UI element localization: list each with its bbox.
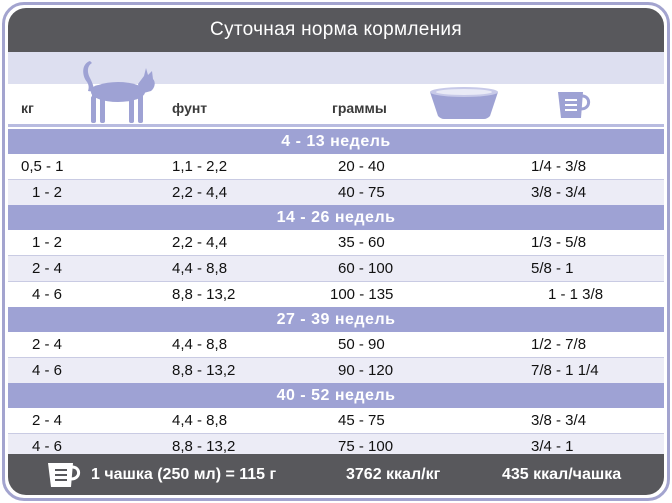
column-header-grams: граммы	[332, 100, 387, 116]
table-row: 4 - 6 8,8 - 13,2 100 - 135 1 - 1 3/8	[8, 282, 664, 307]
table-row: 0,5 - 1 1,1 - 2,2 20 - 40 1/4 - 3/8	[8, 154, 664, 179]
cell-grams: 35 - 60	[338, 234, 385, 251]
cell-cups: 1/4 - 3/8	[531, 158, 587, 175]
header-divider	[8, 124, 664, 127]
cell-cups: 1/3 - 5/8	[531, 234, 587, 251]
cell-cups: 5/8 - 1	[531, 260, 574, 277]
cell-grams: 50 - 90	[338, 336, 385, 353]
table-row: 1 - 2 2,2 - 4,4 35 - 60 1/3 - 5/8	[8, 230, 664, 255]
cell-lb: 8,8 - 13,2	[172, 438, 236, 455]
measuring-cup-icon	[48, 463, 81, 487]
column-header-kg: кг	[21, 100, 34, 116]
footer-cup-text: 1 чашка (250 мл) = 115 г	[91, 466, 277, 483]
cell-kg: 0,5 - 1	[21, 158, 64, 175]
row-divider	[8, 255, 664, 256]
cell-cups: 7/8 - 1 1/4	[531, 362, 599, 379]
footer-kcal-cup: 435 ккал/чашка	[502, 466, 622, 483]
cell-grams: 90 - 120	[338, 362, 394, 379]
cell-kg: 4 - 6	[32, 438, 63, 455]
cell-grams: 45 - 75	[338, 412, 385, 429]
section-header: 27 - 39 недель	[8, 307, 664, 332]
cell-grams: 60 - 100	[338, 260, 394, 277]
cell-kg: 2 - 4	[32, 260, 63, 277]
section-header: 4 - 13 недель	[8, 129, 664, 154]
cell-grams: 40 - 75	[338, 184, 385, 201]
cell-lb: 1,1 - 2,2	[172, 158, 228, 175]
section-header: 14 - 26 недель	[8, 205, 664, 230]
footer-kcal-kg: 3762 ккал/кг	[346, 466, 441, 483]
table-row: 2 - 4 4,4 - 8,8 60 - 100 5/8 - 1	[8, 256, 664, 281]
cell-cups: 1 - 1 3/8	[548, 286, 604, 303]
row-divider	[8, 433, 664, 434]
cell-lb: 2,2 - 4,4	[172, 184, 228, 201]
cell-kg: 4 - 6	[32, 286, 63, 303]
table-row: 1 - 2 2,2 - 4,4 40 - 75 3/8 - 3/4	[8, 180, 664, 205]
cell-lb: 4,4 - 8,8	[172, 260, 228, 277]
row-divider	[8, 357, 664, 358]
cell-lb: 2,2 - 4,4	[172, 234, 228, 251]
column-header-lb: фунт	[172, 100, 208, 116]
cell-cups: 3/8 - 3/4	[531, 184, 587, 201]
bowl-icon	[430, 87, 498, 119]
page-title: Суточная норма кормления	[8, 8, 664, 52]
cell-grams: 75 - 100	[338, 438, 394, 455]
footer-bar: 1 чашка (250 мл) = 115 г 3762 ккал/кг 43…	[8, 454, 664, 495]
cell-kg: 4 - 6	[32, 362, 63, 379]
table-row: 2 - 4 4,4 - 8,8 50 - 90 1/2 - 7/8	[8, 332, 664, 357]
section-header: 40 - 52 недель	[8, 383, 664, 408]
cell-grams: 20 - 40	[338, 158, 385, 175]
cell-kg: 2 - 4	[32, 412, 63, 429]
row-divider	[8, 281, 664, 282]
cell-cups: 3/8 - 3/4	[531, 412, 587, 429]
row-divider	[8, 179, 664, 180]
table-inner: Суточная норма кормления кг фунт граммы …	[8, 8, 664, 495]
cell-lb: 4,4 - 8,8	[172, 336, 228, 353]
cell-grams: 100 - 135	[330, 286, 394, 303]
cell-lb: 8,8 - 13,2	[172, 362, 236, 379]
cell-cups: 3/4 - 1	[531, 438, 574, 455]
header-band	[8, 52, 664, 84]
cell-kg: 2 - 4	[32, 336, 63, 353]
cell-lb: 4,4 - 8,8	[172, 412, 228, 429]
table-row: 2 - 4 4,4 - 8,8 45 - 75 3/8 - 3/4	[8, 408, 664, 433]
cat-silhouette-icon	[83, 61, 155, 123]
cell-kg: 1 - 2	[32, 184, 63, 201]
table-row: 4 - 6 8,8 - 13,2 90 - 120 7/8 - 1 1/4	[8, 358, 664, 383]
cell-kg: 1 - 2	[32, 234, 63, 251]
measuring-cup-icon	[558, 92, 591, 118]
cell-lb: 8,8 - 13,2	[172, 286, 236, 303]
cell-cups: 1/2 - 7/8	[531, 336, 587, 353]
